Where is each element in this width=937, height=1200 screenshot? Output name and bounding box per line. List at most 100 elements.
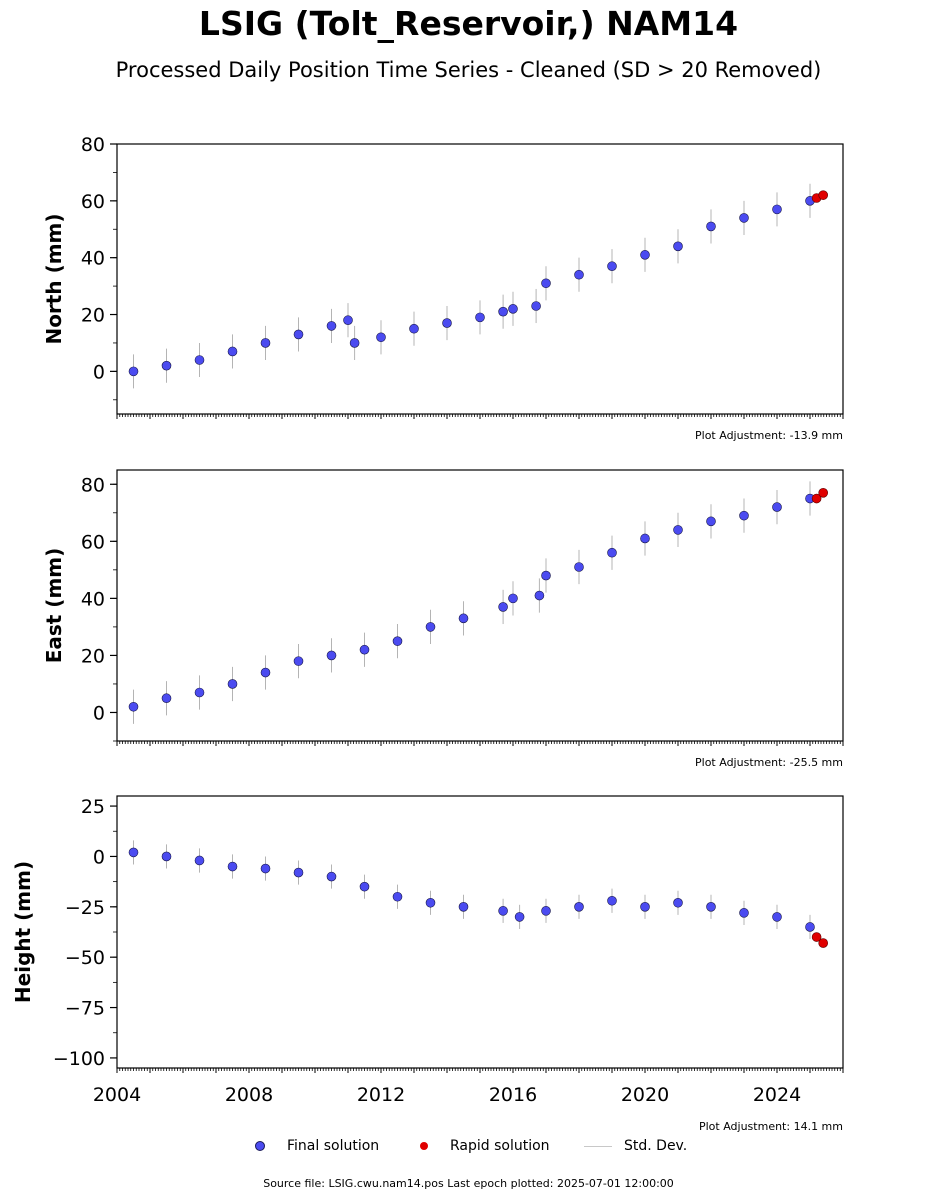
y-axis-label: North (mm) (42, 213, 66, 344)
rapid-solution-point (818, 938, 829, 948)
final-solution-point (534, 590, 545, 601)
y-tick-label: −75 (65, 998, 105, 1020)
final-solution-point (706, 902, 716, 912)
final-solution-point (359, 644, 370, 655)
final-solution-point (498, 906, 508, 916)
final-solution-point (227, 346, 238, 357)
final-solution-point (739, 213, 749, 223)
y-tick-label: −25 (65, 897, 105, 919)
final-solution-point (128, 701, 139, 712)
final-solution-point (326, 321, 337, 331)
y-tick-label: 20 (81, 645, 105, 667)
x-tick-label: 2012 (357, 1084, 405, 1106)
x-tick-label: 2004 (93, 1084, 141, 1106)
final-solution-point (498, 306, 508, 317)
final-solution-point (293, 656, 304, 666)
y-tick-label: 60 (81, 531, 105, 553)
final-solution-point (349, 338, 360, 348)
y-tick-label: 80 (81, 134, 105, 156)
final-solution-point (541, 278, 551, 289)
final-solution-point (227, 861, 238, 872)
legend-final-marker (255, 1141, 265, 1151)
rapid-solution-point (811, 493, 822, 504)
final-solution-point (260, 863, 271, 874)
final-solution-point (343, 315, 353, 326)
panel-3: 25 0 −25 −50 −75 −100 Height (mm) Plot Adjustme… (11, 795, 844, 1133)
y-tick-label: 0 (93, 702, 105, 724)
chart-subtitle: Processed Daily Position Time Series - C… (115, 58, 822, 82)
final-solution-point (514, 912, 525, 922)
y-axis-label: East (mm) (42, 548, 66, 664)
final-solution-point (392, 636, 403, 646)
y-tick-label: 25 (81, 796, 105, 818)
final-solution-point (640, 533, 650, 544)
rapid-solution-point (818, 488, 829, 498)
final-solution-point (293, 867, 304, 878)
legend-rapid-label: Rapid solution (450, 1138, 550, 1154)
final-solution-point (805, 922, 815, 932)
plot-adjustment: Plot Adjustment: -25.5 mm (695, 756, 843, 769)
final-solution-point (640, 250, 650, 260)
final-solution-point (673, 525, 683, 535)
legend-rapid: Rapid solution (420, 1138, 550, 1154)
plot-adjustment: Plot Adjustment: -13.9 mm (695, 429, 843, 442)
final-solution-point (706, 516, 716, 527)
final-solution-point (574, 562, 584, 572)
panel-2: 0 20 40 60 80 East (mm) Plot Adjustment: -25.5… (42, 469, 844, 769)
final-solution-point (260, 667, 271, 678)
y-tick-label: 40 (81, 248, 105, 270)
rapid-solution-point (818, 190, 829, 200)
final-solution-point (706, 221, 716, 232)
y-tick-label: 80 (81, 474, 105, 496)
final-solution-point (739, 510, 749, 521)
final-solution-point (442, 318, 452, 328)
final-solution-point (227, 679, 238, 689)
final-solution-point (194, 855, 205, 866)
final-solution-point (376, 332, 386, 343)
final-solution-point (541, 906, 551, 916)
final-solution-point (574, 269, 584, 280)
rapid-solution-point (811, 932, 822, 942)
plot-frame (116, 469, 844, 742)
final-solution-point (359, 881, 370, 892)
legend-final-label: Final solution (287, 1138, 380, 1154)
final-solution-point (772, 502, 782, 512)
final-solution-point (508, 593, 518, 604)
final-solution-point (161, 851, 172, 862)
final-solution-point (607, 547, 617, 558)
final-solution-point (458, 613, 469, 624)
final-solution-point (607, 261, 617, 272)
final-solution-point (326, 871, 337, 882)
final-solution-point (161, 693, 172, 704)
final-solution-point (541, 570, 551, 581)
y-tick-label: −50 (65, 947, 105, 969)
panel-1: 0 20 40 60 80 North (mm) Plot Adjustment: -13.… (42, 134, 844, 442)
legend-rapid-marker (420, 1142, 428, 1150)
source-footer: Source file: LSIG.cwu.nam14.pos Last epo… (263, 1177, 674, 1190)
chart-title: LSIG (Tolt_Reservoir,) NAM14 (198, 4, 739, 43)
y-tick-label: 20 (81, 305, 105, 327)
final-solution-point (194, 687, 205, 698)
final-solution-point (772, 204, 782, 215)
y-tick-label: −100 (53, 1048, 105, 1070)
final-solution-point (739, 908, 749, 918)
final-solution-point (498, 602, 508, 612)
y-tick-label: 60 (81, 191, 105, 213)
x-tick-label: 2008 (225, 1084, 273, 1106)
y-tick-label: 0 (93, 846, 105, 868)
y-tick-label: 40 (81, 588, 105, 610)
final-solution-point (128, 366, 139, 377)
final-solution-point (458, 902, 469, 912)
x-tick-label: 2020 (621, 1084, 669, 1106)
x-tick-label: 2024 (753, 1084, 801, 1106)
final-solution-point (128, 847, 139, 858)
final-solution-point (673, 241, 683, 252)
legend-std-label: Std. Dev. (624, 1138, 688, 1154)
legend-final: Final solution (255, 1138, 379, 1154)
y-axis-label: Height (mm) (11, 861, 35, 1003)
final-solution-point (772, 912, 782, 922)
legend-std: Std. Dev. (584, 1138, 687, 1154)
plot-frame (116, 143, 844, 415)
final-solution-point (673, 897, 683, 908)
